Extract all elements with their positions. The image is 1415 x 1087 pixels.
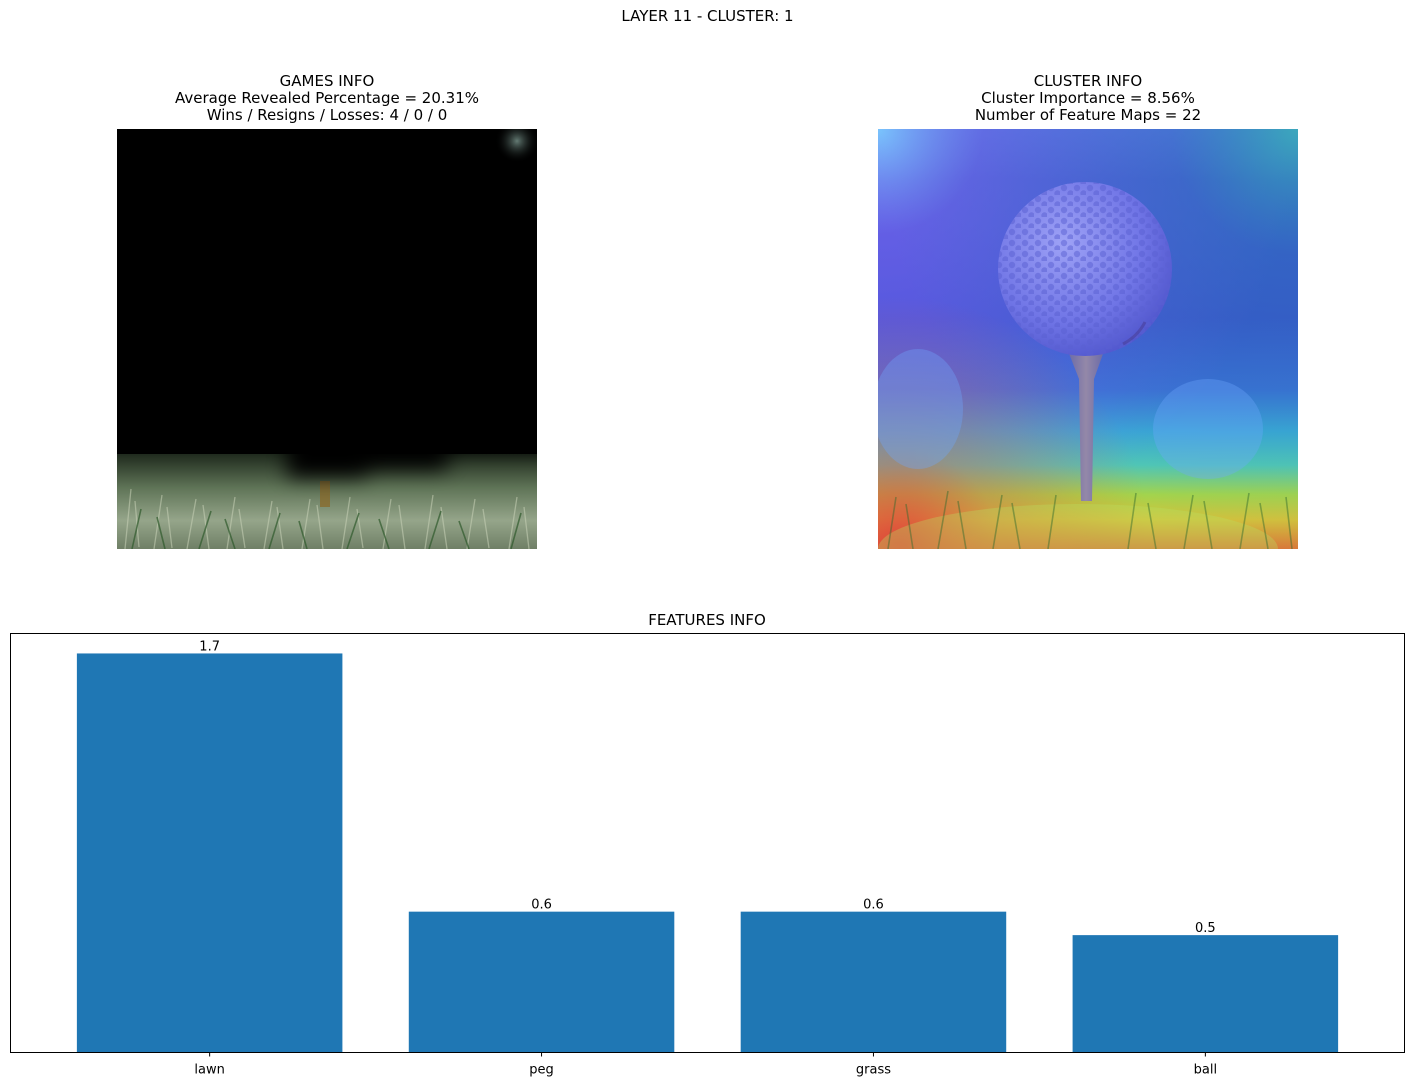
chart-title: FEATURES INFO xyxy=(648,611,766,629)
average-revealed-percentage: Average Revealed Percentage = 20.31% xyxy=(174,89,479,107)
plot-frame xyxy=(10,633,1405,1053)
x-tick-label-peg: peg xyxy=(529,1063,554,1078)
bar-value-label-peg: 0.6 xyxy=(531,898,552,913)
figure-title: LAYER 11 - CLUSTER: 1 xyxy=(621,7,794,25)
games-info-header: GAMES INFO Average Revealed Percentage =… xyxy=(67,73,587,124)
x-tick-label-lawn: lawn xyxy=(194,1063,224,1078)
bar-grass xyxy=(740,911,1007,1053)
x-axis-ticks: lawn peg grass ball xyxy=(194,1052,1217,1078)
bar-peg xyxy=(408,911,675,1053)
bar-value-label-ball: 0.5 xyxy=(1195,921,1216,936)
revealed-game-image xyxy=(117,129,537,549)
bars-group: 1.7 0.6 0.6 0.5 xyxy=(76,639,1339,1053)
cluster-importance: Cluster Importance = 8.56% xyxy=(981,89,1195,107)
x-tick-label-ball: ball xyxy=(1194,1063,1217,1078)
bar-ball xyxy=(1072,935,1339,1053)
cluster-info-title: CLUSTER INFO xyxy=(1033,72,1143,90)
cluster-info-header: CLUSTER INFO Cluster Importance = 8.56% … xyxy=(828,73,1348,124)
bar-value-label-lawn: 1.7 xyxy=(199,639,220,654)
bar-lawn xyxy=(76,653,343,1053)
cluster-heatmap-image xyxy=(878,129,1298,549)
feature-map-count: Number of Feature Maps = 22 xyxy=(974,106,1202,124)
games-info-title: GAMES INFO xyxy=(279,72,375,90)
wins-resigns-losses: Wins / Resigns / Losses: 4 / 0 / 0 xyxy=(206,106,448,124)
bar-value-label-grass: 0.6 xyxy=(863,898,884,913)
features-bar-chart: FEATURES INFO 1.7 0.6 0.6 0.5 lawn peg grass b… xyxy=(10,611,1405,1078)
x-tick-label-grass: grass xyxy=(856,1063,891,1078)
